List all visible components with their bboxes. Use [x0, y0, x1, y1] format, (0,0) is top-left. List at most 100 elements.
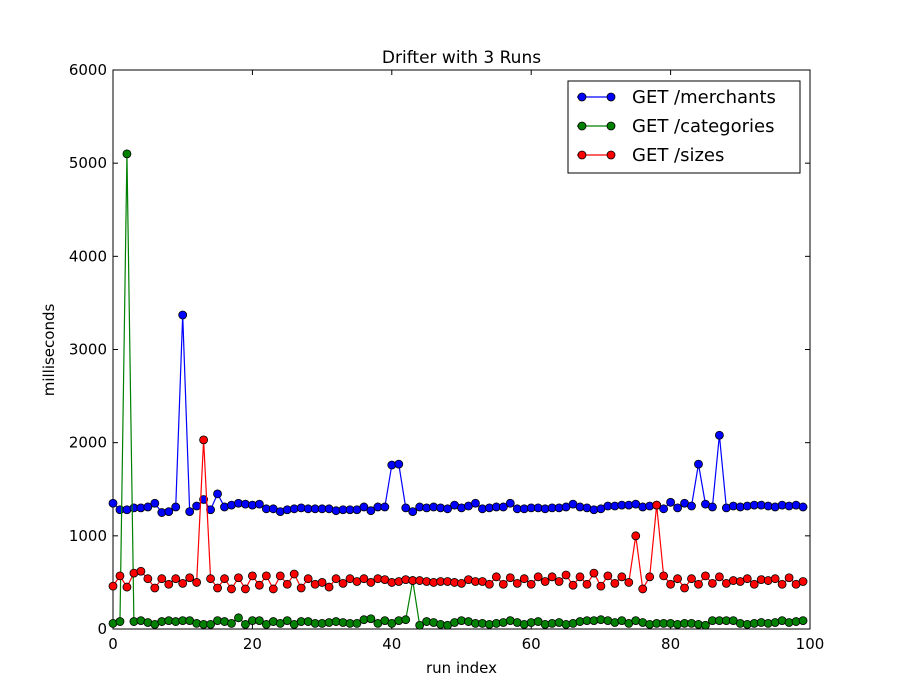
data-point	[742, 574, 752, 584]
data-point	[366, 614, 376, 624]
x-tick-label: 20	[243, 635, 262, 653]
chart-title: Drifter with 3 Runs	[382, 48, 541, 68]
data-point	[603, 571, 613, 581]
data-point	[352, 619, 362, 628]
y-axis-label: milliseconds	[40, 304, 58, 397]
data-point	[247, 571, 257, 581]
data-point	[519, 574, 529, 584]
data-point	[122, 149, 132, 159]
data-point	[282, 616, 292, 626]
data-point	[547, 572, 557, 582]
data-point	[234, 613, 243, 623]
data-point	[568, 580, 578, 590]
x-tick-label: 60	[522, 635, 541, 653]
data-point	[115, 617, 125, 626]
data-point	[701, 620, 710, 630]
data-point	[540, 577, 550, 586]
data-point	[213, 583, 222, 593]
data-point	[150, 498, 160, 508]
data-point	[770, 574, 780, 584]
series-layer	[108, 149, 808, 630]
data-point	[533, 572, 543, 582]
data-point	[234, 573, 243, 583]
legend-label: GET /sizes	[632, 145, 724, 166]
x-axis-label: run index	[426, 659, 497, 677]
data-point	[659, 504, 669, 514]
data-point	[498, 502, 508, 512]
data-point	[512, 578, 522, 588]
data-point	[324, 582, 334, 592]
x-tick-label: 100	[796, 635, 825, 653]
legend-entry: GET /sizes	[577, 145, 724, 166]
data-point	[714, 430, 724, 440]
y-tick-label: 2000	[69, 434, 107, 452]
data-point	[164, 579, 174, 589]
data-point	[798, 502, 808, 512]
data-point	[289, 569, 299, 579]
data-point	[798, 577, 808, 586]
legend-marker	[577, 121, 587, 131]
data-point	[366, 506, 376, 516]
data-point	[582, 579, 592, 589]
data-point	[687, 501, 696, 511]
x-tick-label: 0	[108, 635, 118, 653]
y-tick-label: 5000	[69, 154, 107, 172]
data-point	[526, 579, 536, 589]
data-point	[220, 574, 229, 584]
data-point	[666, 579, 675, 589]
y-tick-label: 0	[97, 620, 107, 638]
data-point	[359, 574, 369, 584]
legend-marker	[606, 92, 616, 102]
data-point	[638, 584, 648, 594]
data-point	[303, 574, 313, 584]
data-point	[296, 583, 306, 593]
data-point	[394, 459, 404, 469]
data-point	[666, 497, 675, 507]
data-point	[178, 578, 188, 588]
y-tick-label: 6000	[69, 61, 107, 79]
data-point	[282, 579, 292, 589]
data-point	[687, 574, 696, 584]
data-point	[708, 502, 717, 512]
legend-marker	[577, 92, 587, 102]
data-point	[624, 578, 634, 587]
data-point	[199, 435, 209, 445]
series-1	[108, 149, 808, 630]
data-point	[338, 578, 348, 588]
data-point	[596, 581, 606, 591]
data-point	[108, 498, 118, 508]
data-point	[108, 581, 118, 591]
data-point	[714, 572, 724, 582]
data-point	[171, 502, 181, 512]
data-point	[359, 502, 369, 512]
data-point	[701, 571, 710, 581]
data-point	[749, 579, 759, 589]
data-point	[192, 501, 202, 511]
data-point	[241, 619, 250, 629]
data-point	[652, 500, 662, 510]
data-point	[645, 572, 655, 582]
x-tick-label: 80	[661, 635, 680, 653]
data-point	[254, 580, 264, 590]
legend-label: GET /merchants	[632, 87, 776, 108]
data-point	[708, 578, 717, 588]
data-point	[673, 574, 682, 584]
data-point	[408, 507, 418, 517]
data-point	[575, 572, 585, 582]
data-point	[443, 504, 452, 514]
data-point	[115, 571, 125, 581]
data-point	[268, 584, 278, 594]
legend-label: GET /categories	[632, 116, 774, 137]
data-point	[171, 574, 181, 584]
data-point	[206, 619, 215, 629]
data-point	[213, 489, 222, 499]
legend-marker	[606, 150, 616, 160]
data-point	[415, 620, 425, 630]
series-0	[108, 310, 808, 517]
data-point	[122, 582, 132, 592]
data-point	[150, 583, 160, 593]
legend: GET /merchants GET /categories GET /sizes	[567, 80, 801, 174]
y-tick-label: 1000	[69, 527, 107, 545]
